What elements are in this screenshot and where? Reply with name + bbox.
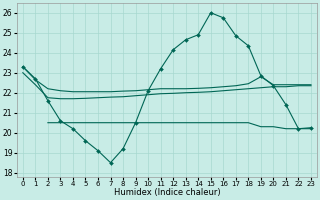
X-axis label: Humidex (Indice chaleur): Humidex (Indice chaleur) (114, 188, 220, 197)
